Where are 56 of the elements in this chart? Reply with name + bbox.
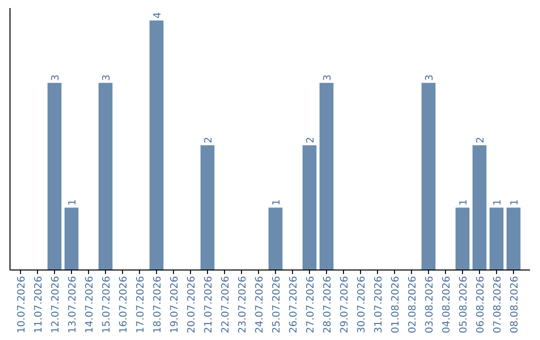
bar — [422, 82, 436, 270]
x-tick-label: 13.07.2026 — [68, 276, 78, 334]
x-tick-label: 22.07.2026 — [220, 276, 232, 334]
data-label: 1 — [272, 199, 282, 206]
data-label: 1 — [492, 199, 504, 206]
x-tick-label: 31.07.2026 — [374, 276, 384, 334]
data-label: 1 — [458, 199, 470, 206]
x-tick-label: 14.07.2026 — [84, 276, 96, 334]
bar — [302, 145, 316, 270]
data-label: 3 — [102, 74, 112, 81]
bar — [64, 208, 78, 270]
x-tick-label: 19.07.2026 — [170, 276, 180, 334]
bar — [48, 82, 62, 270]
bar — [150, 20, 164, 270]
x-tick-label: 20.07.2026 — [186, 276, 198, 334]
data-label: 2 — [306, 136, 316, 144]
data-label: 3 — [322, 74, 334, 81]
x-tick-label: 04.08.2026 — [442, 276, 452, 334]
x-tick-label: 25.07.2026 — [272, 276, 282, 334]
bar — [456, 208, 470, 270]
x-tick-label: 29.07.2026 — [340, 276, 350, 334]
bar — [506, 208, 520, 270]
x-tick-label: 23.07.2026 — [238, 276, 248, 334]
x-tick-label: 12.07.2026 — [50, 276, 62, 334]
x-tick-label: 11.07.2026 — [34, 276, 44, 334]
data-label: 2 — [476, 136, 486, 144]
x-tick-label: 28.07.2026 — [322, 276, 334, 334]
data-label: 4 — [152, 12, 164, 18]
x-tick-label: 07.08.2026 — [492, 276, 504, 334]
data-label: 1 — [68, 199, 78, 206]
x-tick-label: 30.07.2026 — [356, 276, 368, 334]
bar — [200, 145, 214, 270]
x-tick-label: 24.07.2026 — [254, 276, 266, 334]
bar — [320, 82, 334, 270]
x-tick-label: 05.08.2026 — [458, 276, 470, 334]
x-tick-label: 27.07.2026 — [306, 276, 316, 334]
x-tick-label: 15.07.2026 — [102, 276, 112, 334]
bar — [98, 82, 112, 270]
x-tick-label: 03.08.2026 — [424, 276, 436, 334]
data-label: 1 — [510, 199, 520, 206]
x-tick-label: 02.08.2026 — [408, 276, 418, 334]
x-tick-label: 26.07.2026 — [288, 276, 300, 334]
data-label: 3 — [424, 74, 436, 81]
x-tick-label: 08.08.2026 — [510, 276, 520, 334]
x-tick-label: 06.08.2026 — [476, 276, 486, 334]
x-tick-label: 17.07.2026 — [136, 276, 146, 334]
x-tick-label: 21.07.2026 — [204, 276, 214, 334]
bar — [490, 208, 504, 270]
x-tick-label: 10.07.2026 — [16, 276, 28, 334]
data-label: 2 — [204, 136, 214, 144]
bar — [268, 208, 282, 270]
x-tick-label: 18.07.2026 — [152, 276, 164, 334]
data-label: 3 — [50, 74, 62, 81]
x-tick-label: 16.07.2026 — [118, 276, 130, 334]
bar — [472, 145, 486, 270]
x-tick-label: 01.08.2026 — [390, 276, 402, 334]
